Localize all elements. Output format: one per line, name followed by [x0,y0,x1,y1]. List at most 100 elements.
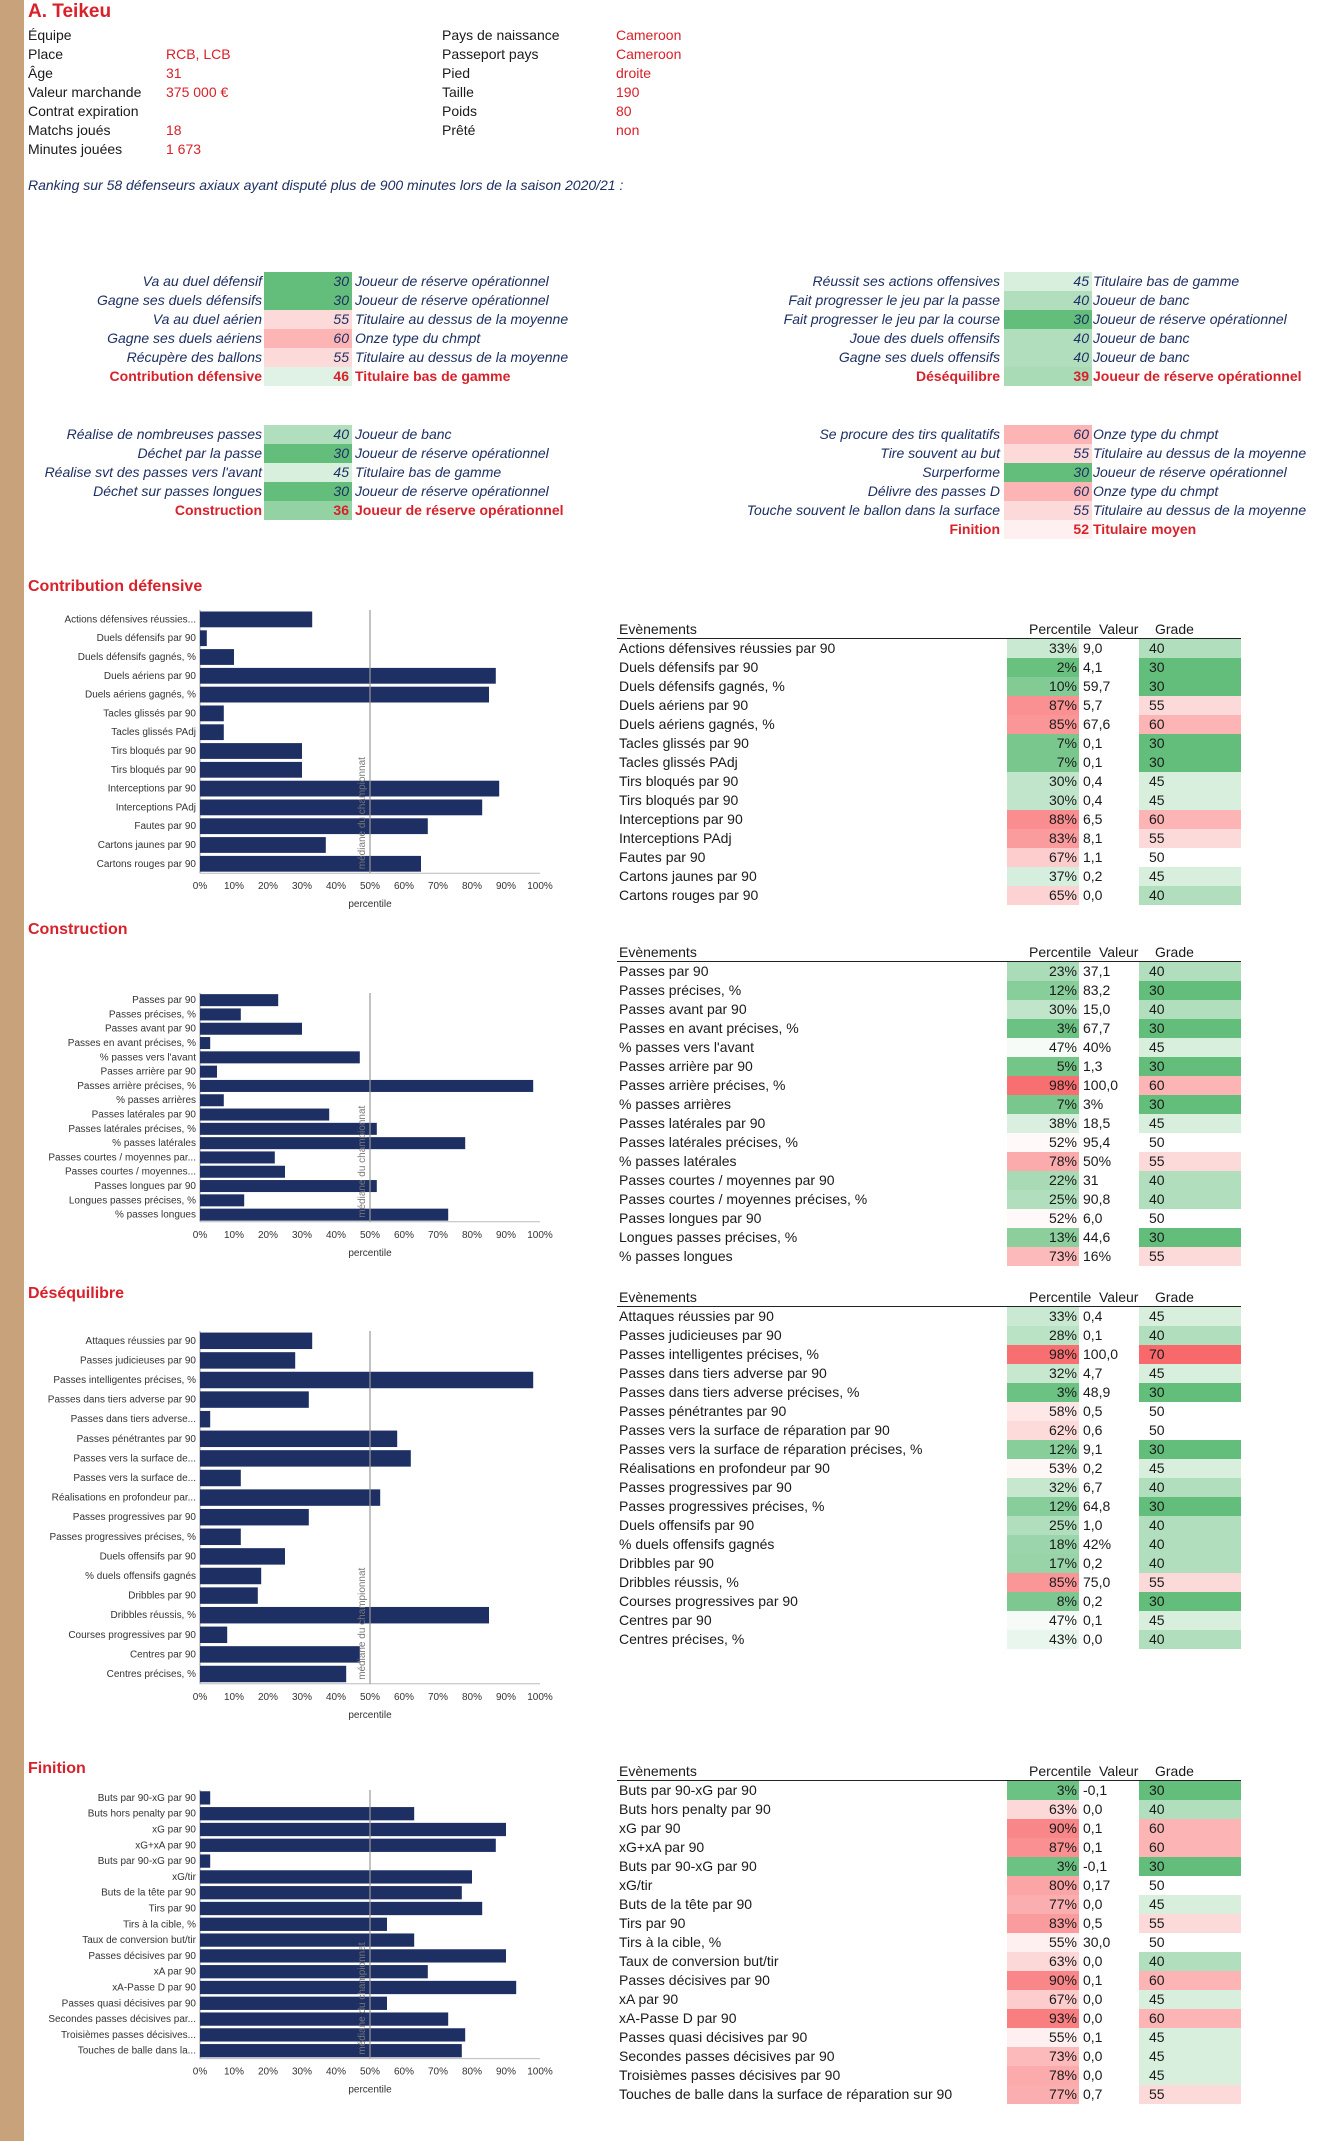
value-cell: 16% [1083,1248,1112,1264]
category-label: Troisièmes passes décisives... [61,2030,196,2041]
grade-cell: 45 [1139,1611,1241,1630]
percentile-cell: 88% [1007,810,1079,829]
value-cell: 9,0 [1083,640,1103,656]
value-cell: 0,0 [1083,1991,1103,2007]
bar [200,1469,241,1487]
median-label: médiane du championnat [357,1105,368,1217]
bar [200,1151,275,1164]
percentile-cell: 52% [1007,1209,1079,1228]
bar [200,1194,245,1207]
event-name: Passes arrière par 90 [619,1058,753,1074]
value-cell: 42% [1083,1536,1112,1552]
ranking-label: Touche souvent le ballon dans la surface [0,501,1000,520]
category-label: Passes latérales précises, % [68,1124,196,1135]
left-accent-stripe [0,0,24,2141]
percentile-cell: 80% [1007,1876,1079,1895]
event-name: Passes courtes / moyennes par 90 [619,1172,835,1188]
table-row: Passes en avant précises, % 3% 67,7 30 [617,1019,1241,1038]
value-cell: 1,1 [1083,849,1103,865]
header-grade: Grade [1155,944,1194,960]
info-label: Contrat expiration [28,103,139,119]
percentile-cell: 32% [1007,1478,1079,1497]
value-cell: 95,4 [1083,1134,1111,1150]
info-label: Poids [442,103,478,119]
table-row: Passes vers la surface de réparation pré… [617,1440,1241,1459]
bar [200,799,483,816]
table-row: Passes longues par 90 52% 6,0 50 [617,1209,1241,1228]
table-row: Fautes par 90 67% 1,1 50 [617,848,1241,867]
info-label: Passeport pays [442,46,539,62]
ranking-total-label: Construction [174,502,262,518]
ranking-criterion: Gagne ses duels défensifs [97,292,262,308]
value-cell: 37,1 [1083,963,1111,979]
event-name: Duels défensifs par 90 [619,659,759,675]
percentile-cell: 12% [1007,1497,1079,1516]
table-row: Dribbles par 90 17% 0,2 40 [617,1554,1241,1573]
event-name: Passes longues par 90 [619,1210,762,1226]
table-row: Dribbles réussis, % 85% 75,0 55 [617,1573,1241,1592]
ranking-grade-text: Joueur de banc [355,426,452,442]
event-name: Interceptions par 90 [619,811,743,827]
x-axis-label: percentile [348,2085,392,2096]
grade-cell: 40 [1139,1326,1241,1345]
grade-cell: 45 [1139,1038,1241,1057]
table-row: Buts par 90-xG par 90 3% -0,1 30 [617,1857,1241,1876]
value-cell: 3% [1083,1096,1104,1112]
bar [200,1079,534,1092]
grade-cell: 40 [1139,1554,1241,1573]
section-title: Finition [28,1760,86,1777]
tick-label: 10% [224,2067,244,2078]
category-label: Centres par 90 [130,1649,196,1660]
table-row: Tirs bloqués par 90 30% 0,4 45 [617,791,1241,810]
ranking-label: Se procure des tirs qualitatifs [0,425,1000,444]
bar [200,1606,489,1624]
ranking-grade: 55 [1004,444,1092,463]
header-event: Evènements [619,621,697,637]
bar [200,855,421,872]
table-row: Taux de conversion but/tir 63% 0,0 40 [617,1952,1241,1971]
percentile-cell: 12% [1007,981,1079,1000]
category-label: Duels offensifs par 90 [100,1551,197,1562]
ranking-grade-text: Titulaire au dessus de la moyenne [355,311,569,327]
info-label: Place [28,46,64,62]
value-cell: 6,0 [1083,1210,1103,1226]
percentile-cell: 7% [1007,1095,1079,1114]
category-label: Interceptions PAdj [116,802,196,813]
bar [200,1965,428,1979]
category-label: xA-Passe D par 90 [112,1982,196,1993]
percentile-cell: 98% [1007,1345,1079,1364]
table-row: % passes latérales 78% 50% 55 [617,1152,1241,1171]
tick-label: 70% [428,1692,448,1703]
ranking-criterion: Tire souvent au but [880,445,1000,461]
grade-cell: 50 [1139,1402,1241,1421]
bar [200,611,313,628]
bar [200,1587,258,1604]
ranking-criterion: Va au duel défensif [142,273,262,289]
ranking-grade-text: Joueur de réserve opérationnel [355,502,564,518]
value-cell: 0,0 [1083,1801,1103,1817]
ranking-label: Déchet par la passe [0,444,262,463]
header-value: Valeur [1099,621,1139,637]
category-label: Passes en avant précises, % [68,1038,196,1049]
ranking-label: Fait progresser le jeu par la passe [0,291,1000,310]
event-name: Passes décisives par 90 [619,1972,770,1988]
bar [200,1332,313,1350]
header-percentile: Percentile [1029,1289,1092,1305]
table-row: Passes pénétrantes par 90 58% 0,5 50 [617,1402,1241,1421]
ranking-criterion: Se procure des tirs qualitatifs [819,426,1000,442]
ranking-grade-text: Joueur de réserve opérationnel [355,483,549,499]
value-cell: 0,2 [1083,1555,1103,1571]
percentile-cell: 33% [1007,639,1079,658]
category-label: Passes par 90 [132,995,196,1006]
ranking-grade: 45 [1004,272,1092,291]
ranking-grade-text: Joueur de banc [1093,330,1190,346]
value-cell: 75,0 [1083,1574,1111,1590]
grade-cell: 70 [1139,1345,1241,1364]
ranking-grade: 55 [264,348,352,367]
value-cell: 0,0 [1083,887,1103,903]
event-name: Buts hors penalty par 90 [619,1801,771,1817]
table-row: Passes courtes / moyennes par 90 22% 31 40 [617,1171,1241,1190]
bar [200,1165,286,1178]
ranking-criterion: Surperforme [922,464,1000,480]
category-label: Passes arrière par 90 [101,1067,197,1078]
